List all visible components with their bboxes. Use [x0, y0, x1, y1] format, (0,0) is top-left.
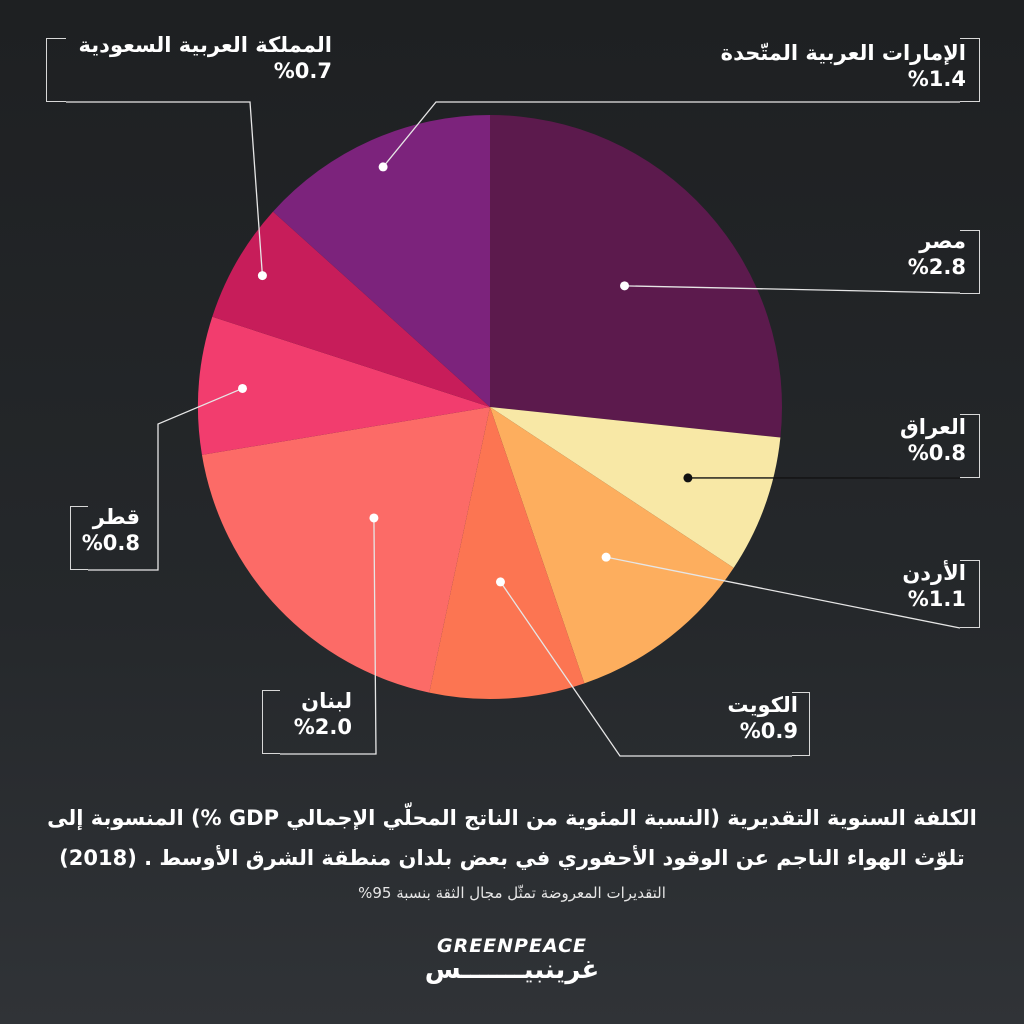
callout-box-egypt	[960, 230, 980, 294]
leader-dot-kuwait	[495, 577, 505, 587]
pie-slices	[198, 114, 782, 699]
slice-label-kuwait: الكويت	[727, 693, 798, 717]
leader-line-kuwait	[499, 581, 792, 757]
leader-dot-iraq	[683, 473, 693, 483]
pie-slice-uae	[273, 114, 490, 407]
slice-label-egypt: مصر	[919, 229, 966, 253]
slice-value-iraq: %0.8	[907, 441, 966, 466]
chart-caption: الكلفة السنوية التقديرية (النسبة المئوية…	[40, 798, 984, 878]
callout-box-iraq	[960, 414, 980, 478]
callout-box-lebanon	[262, 690, 280, 754]
leader-line-egypt	[624, 285, 961, 294]
slice-value-kuwait: %0.9	[739, 719, 798, 744]
caption-line-1: الكلفة السنوية التقديرية (النسبة المئوية…	[47, 806, 977, 830]
callout-uae: الإمارات العربية المتّحدة %1.4	[566, 40, 966, 93]
leader-line-saudi	[66, 101, 264, 276]
confidence-note: التقديرات المعروضة تمثّل مجال الثقة بنسب…	[358, 884, 666, 902]
pie-slice-kuwait	[429, 407, 585, 699]
callout-box-kuwait	[792, 692, 810, 756]
callout-iraq: العراق %0.8	[766, 414, 966, 467]
leader-lines	[66, 101, 961, 757]
logo-latin-text: GREENPEACE	[436, 935, 588, 957]
logo-arabic-text: غرينبيـــــــس	[424, 955, 600, 985]
leader-line-lebanon	[280, 517, 377, 755]
slice-value-saudi: %0.7	[273, 59, 332, 84]
slice-value-egypt: %2.8	[907, 255, 966, 280]
leader-dot-saudi	[257, 271, 267, 281]
leader-dot-jordan	[601, 552, 611, 562]
callout-jordan: الأردن %1.1	[766, 560, 966, 613]
leader-line-jordan	[605, 556, 961, 629]
callout-qatar: قطر %0.8	[72, 504, 140, 557]
slice-label-qatar: قطر	[92, 505, 140, 529]
leader-dot-uae	[378, 162, 388, 172]
caption-line-2: تلوّث الهواء الناجم عن الوقود الأحفوري ف…	[59, 846, 965, 870]
pie-slice-saudi	[212, 211, 490, 407]
callout-box-jordan	[960, 560, 980, 628]
pie-slice-qatar	[198, 316, 490, 455]
leader-line-uae	[382, 101, 960, 168]
slice-value-lebanon: %2.0	[293, 715, 352, 740]
slice-label-saudi: المملكة العربية السعودية	[78, 33, 332, 57]
leader-dot-lebanon	[369, 513, 379, 523]
callout-egypt: مصر %2.8	[766, 228, 966, 281]
slice-label-lebanon: لبنان	[301, 689, 352, 713]
slice-label-jordan: الأردن	[902, 561, 966, 585]
greenpeace-logo: GREENPEACE غرينبيـــــــس	[412, 935, 612, 985]
slice-value-jordan: %1.1	[907, 587, 966, 612]
slice-label-uae: الإمارات العربية المتّحدة	[720, 41, 966, 65]
slice-label-iraq: العراق	[900, 415, 966, 439]
callout-lebanon: لبنان %2.0	[266, 688, 352, 741]
leader-dot-egypt	[620, 281, 630, 291]
slice-value-uae: %1.4	[907, 67, 966, 92]
pie-slice-iraq	[490, 407, 781, 568]
callout-box-saudi	[46, 38, 66, 102]
pie-slice-egypt	[490, 115, 782, 438]
callout-box-qatar	[70, 506, 88, 570]
slice-value-qatar: %0.8	[81, 531, 140, 556]
pie-slice-lebanon	[201, 407, 490, 693]
callout-saudi: المملكة العربية السعودية %0.7	[60, 32, 332, 85]
leader-dot-qatar	[237, 383, 247, 393]
leader-line-qatar	[88, 387, 243, 571]
callout-kuwait: الكويت %0.9	[598, 692, 798, 745]
pie-slice-jordan	[490, 407, 734, 684]
callout-box-uae	[960, 38, 980, 102]
